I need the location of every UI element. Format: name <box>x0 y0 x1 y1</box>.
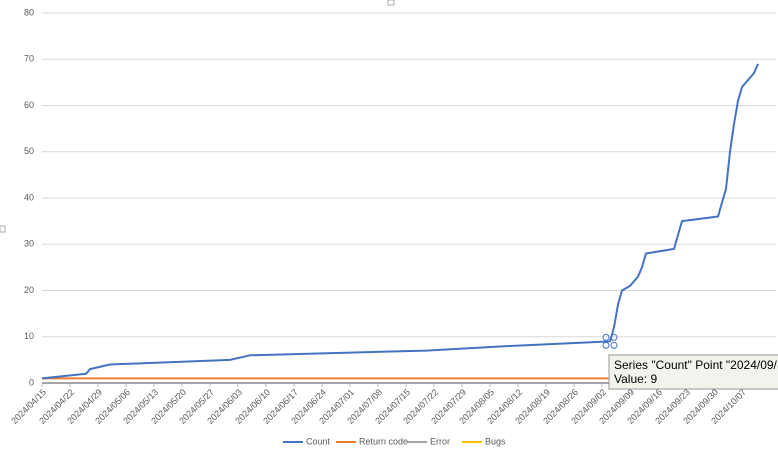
legend-label: Return code <box>359 436 408 446</box>
y-tick-label: 40 <box>24 192 34 202</box>
y-tick-label: 20 <box>24 285 34 295</box>
legend-label: Bugs <box>485 436 506 446</box>
series-line <box>41 63 759 380</box>
y-tick-label: 70 <box>24 54 34 64</box>
y-tick-label: 80 <box>24 7 34 17</box>
selected-point <box>602 333 618 349</box>
y-tick-label: 50 <box>24 146 34 156</box>
tooltip-text: Value: 9 <box>614 372 657 386</box>
resize-handle[interactable] <box>0 225 6 233</box>
selection-handle <box>602 333 610 341</box>
selection-handle <box>610 341 618 349</box>
resize-handle[interactable] <box>387 0 395 6</box>
selection-handle <box>602 341 610 349</box>
y-tick-label: 0 <box>29 377 34 387</box>
legend-label: Error <box>430 436 450 446</box>
y-tick-label: 30 <box>24 239 34 249</box>
tooltip-text: Series "Count" Point "2024/09/ <box>614 358 778 372</box>
y-tick-label: 60 <box>24 100 34 110</box>
tooltip-box <box>608 354 778 390</box>
selection-handle <box>610 333 618 341</box>
legend-label: Count <box>306 436 331 446</box>
y-tick-label: 10 <box>24 331 34 341</box>
